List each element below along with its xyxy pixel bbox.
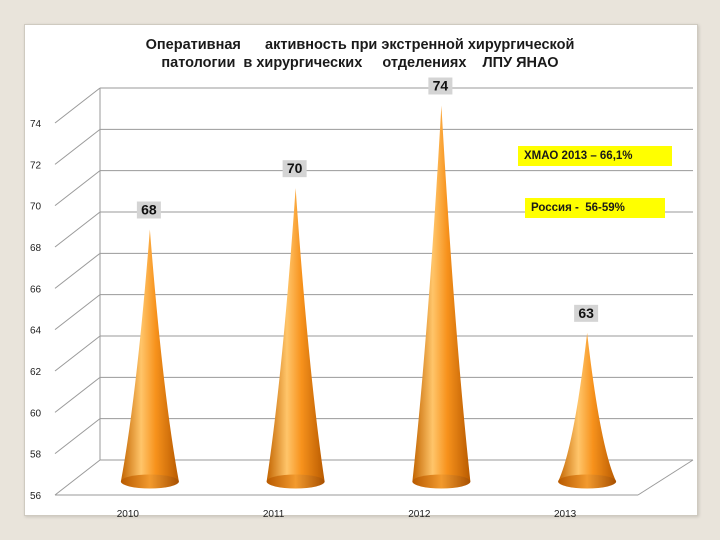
x-tick-label: 2012 — [408, 509, 431, 520]
cone-2010 — [120, 229, 179, 489]
cone-base — [558, 474, 617, 489]
y-tick-label: 62 — [30, 367, 42, 378]
data-label-2012: 74 — [428, 77, 453, 95]
gridline-side — [54, 252, 101, 289]
gridline-side — [54, 170, 101, 207]
gridline-side — [54, 211, 101, 248]
data-label-bg — [428, 77, 453, 95]
cone-2013 — [558, 332, 617, 489]
gridline-side — [54, 128, 101, 165]
grid — [54, 87, 694, 496]
data-label-bg — [574, 304, 599, 322]
y-tick-label: 68 — [30, 243, 42, 254]
cone-2012 — [412, 105, 471, 489]
data-label-text: 74 — [433, 78, 449, 94]
cone-base — [120, 474, 179, 489]
gridline-side — [54, 335, 101, 372]
y-tick-label: 66 — [30, 284, 42, 295]
gridline-side — [54, 459, 101, 496]
data-label-text: 70 — [287, 160, 303, 176]
cone-2011 — [266, 188, 325, 489]
x-tick-label: 2010 — [117, 509, 140, 520]
y-tick-label: 74 — [30, 119, 42, 130]
y-axis: 56 58 60 62 64 66 68 70 72 74 — [30, 119, 42, 502]
cone-base — [412, 474, 471, 489]
chart-title-line-1: Оперативная активность при экстренной хи… — [145, 37, 575, 53]
gridline-side — [54, 376, 101, 413]
y-tick-label: 60 — [30, 408, 42, 419]
cone-body — [266, 188, 325, 482]
x-tick-label: 2011 — [263, 509, 285, 520]
gridline-side — [54, 294, 101, 331]
data-label-2011: 70 — [282, 160, 307, 178]
data-label-2010: 68 — [136, 201, 161, 219]
chart-title-line-2: патологии в хирургических отделениях ЛПУ… — [161, 55, 559, 71]
annotation-russia: Россия - 56-59% — [525, 198, 665, 218]
data-labels: 68 70 74 63 — [136, 77, 599, 322]
cone-body — [412, 105, 471, 482]
data-label-bg — [136, 201, 161, 219]
cone-body — [120, 229, 179, 482]
cone-base — [266, 474, 325, 489]
data-label-text: 63 — [578, 305, 594, 321]
chart-title: Оперативная активность при экстренной хи… — [24, 36, 696, 72]
y-tick-label: 64 — [30, 326, 42, 337]
y-tick-label: 58 — [30, 450, 42, 461]
data-label-text: 68 — [141, 202, 157, 218]
x-axis: 2010 2011 2012 2013 — [117, 509, 577, 520]
data-label-2013: 63 — [574, 304, 599, 322]
annotation-hmao: ХМАО 2013 – 66,1% — [518, 146, 672, 166]
data-label-bg — [282, 160, 307, 178]
y-tick-label: 72 — [30, 160, 42, 171]
y-tick-label: 56 — [30, 491, 42, 502]
gridline-side — [54, 418, 101, 455]
x-tick-label: 2013 — [554, 509, 577, 520]
floor-right-edge — [637, 459, 694, 496]
cones — [120, 105, 617, 489]
cone-body — [558, 332, 617, 482]
y-tick-label: 70 — [30, 202, 42, 213]
gridline-side — [54, 87, 101, 124]
